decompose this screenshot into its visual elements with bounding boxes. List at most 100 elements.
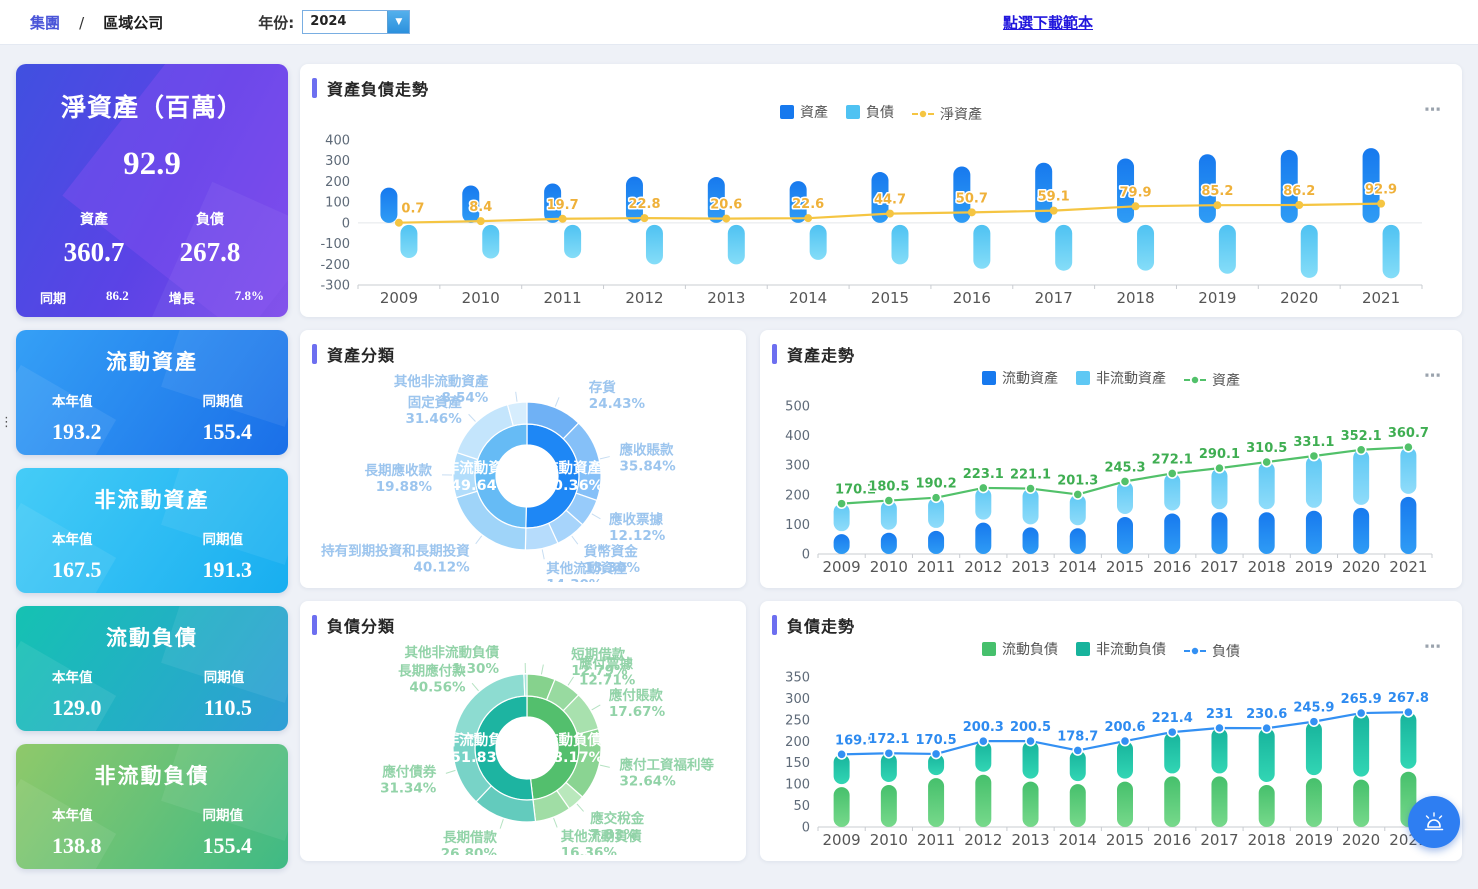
svg-text:170.2: 170.2	[835, 483, 876, 498]
bar-流動負債	[1305, 778, 1322, 827]
svg-text:2015: 2015	[1106, 558, 1144, 576]
title-accent-bar	[312, 78, 317, 98]
svg-text:2018: 2018	[1116, 289, 1154, 307]
svg-text:2015: 2015	[1106, 831, 1144, 849]
svg-text:2021: 2021	[1362, 289, 1400, 307]
year-select[interactable]: 2024 ▼	[302, 10, 411, 34]
svg-text:2016: 2016	[1153, 558, 1191, 576]
legend-swatch	[1076, 371, 1090, 385]
legend-swatch	[982, 642, 996, 656]
legend-item-流動資產[interactable]: 流動資產	[982, 368, 1058, 388]
more-menu-icon[interactable]: ⋯	[1424, 366, 1442, 386]
bar-流動負債	[1022, 781, 1039, 827]
svg-text:2018: 2018	[1248, 831, 1286, 849]
svg-text:14.30%: 14.30%	[546, 577, 603, 582]
asset-trend-chart: 500 400 300 200 100 0 2009 2010 2011 2012 2013 2014…	[785, 400, 1433, 576]
svg-text:59.1: 59.1	[1038, 190, 1070, 205]
legend-item-資產[interactable]: 資產	[1184, 370, 1240, 390]
bar-非流動資產	[1117, 481, 1133, 514]
bar-非流動資產	[833, 503, 850, 532]
legend-swatch	[1076, 642, 1090, 656]
legend-item-非流動資產[interactable]: 非流動資產	[1076, 368, 1166, 388]
svg-text:2020: 2020	[1342, 558, 1380, 576]
bar-資產	[871, 172, 889, 223]
resize-handle-dots[interactable]: ⋮	[0, 415, 13, 430]
svg-text:2014: 2014	[1059, 831, 1097, 849]
svg-text:360.7: 360.7	[1388, 426, 1429, 441]
svg-text:2011: 2011	[917, 558, 955, 576]
bar-流動資產	[1305, 510, 1322, 554]
legend-item-非流動負債[interactable]: 非流動負債	[1076, 639, 1166, 659]
net-assets-asset-col: 資產 360.7	[63, 213, 125, 267]
svg-text:50: 50	[793, 799, 810, 814]
svg-text:350: 350	[785, 671, 810, 686]
svg-text:存貨: 存貨	[589, 379, 616, 396]
svg-text:245.9: 245.9	[1293, 701, 1334, 716]
panel-title: 負債走勢	[787, 617, 856, 636]
svg-text:272.1: 272.1	[1152, 452, 1193, 467]
bar-series	[833, 712, 1417, 827]
title-accent-bar	[772, 344, 777, 364]
bar-流動資產	[928, 530, 945, 554]
svg-text:290.1: 290.1	[1199, 447, 1240, 462]
svg-text:100: 100	[785, 518, 810, 533]
svg-text:200.5: 200.5	[1010, 720, 1051, 735]
bar-流動負債	[975, 774, 992, 827]
legend-item-淨資產[interactable]: 淨資產	[912, 104, 982, 124]
svg-text:223.1: 223.1	[963, 467, 1004, 482]
bar-非流動負債	[1164, 732, 1181, 774]
legend-item-資產[interactable]: 資產	[780, 102, 828, 122]
more-menu-icon[interactable]: ⋯	[1424, 637, 1442, 657]
legend-item-流動負債[interactable]: 流動負債	[982, 639, 1058, 659]
svg-text:長期應收款: 長期應收款	[365, 462, 433, 479]
more-menu-icon[interactable]: ⋯	[1424, 100, 1442, 120]
alert-fab-button[interactable]	[1408, 796, 1460, 848]
svg-text:2014: 2014	[789, 289, 827, 307]
bar-負債	[1382, 224, 1400, 279]
legend-item-負債[interactable]: 負債	[846, 102, 894, 122]
asset-trend-panel: 資產走勢 流動資產 非流動資產 資產 ⋯ 500 400 300 200 100 0 2009 2…	[760, 330, 1462, 588]
legend-item-負債[interactable]: 負債	[1184, 641, 1240, 661]
legend-label: 資產	[800, 105, 828, 121]
bar-負債	[400, 224, 418, 258]
bar-負債	[1300, 224, 1318, 278]
svg-text:2010: 2010	[870, 558, 908, 576]
svg-text:24.43%: 24.43%	[589, 396, 646, 412]
bar-流動負債	[833, 787, 850, 827]
svg-text:2017: 2017	[1035, 289, 1073, 307]
download-template-link[interactable]: 點選下載範本	[1002, 13, 1093, 32]
bar-流動負債	[1069, 784, 1086, 827]
bar-負債	[564, 224, 582, 259]
net-assets-card: 淨資產（百萬） 92.9 資產 360.7 負債 267.8 同期 86.2 增…	[16, 64, 288, 317]
svg-text:1.30%: 1.30%	[452, 661, 499, 677]
svg-text:-200: -200	[320, 258, 350, 273]
bar-非流動負債	[1305, 721, 1322, 776]
svg-text:應付債券: 應付債券	[382, 763, 436, 780]
svg-text:2010: 2010	[870, 831, 908, 849]
chevron-down-icon[interactable]: ▼	[387, 11, 410, 33]
svg-text:267.8: 267.8	[1388, 691, 1429, 706]
svg-text:231: 231	[1206, 707, 1233, 722]
svg-text:200: 200	[325, 175, 350, 190]
bar-非流動資產	[928, 497, 945, 528]
bar-非流動負債	[1211, 728, 1228, 774]
svg-text:2012: 2012	[964, 831, 1002, 849]
svg-text:49.64%: 49.64%	[451, 478, 512, 494]
svg-text:應收票據: 應收票據	[609, 511, 663, 528]
bar-資產	[625, 176, 643, 223]
svg-text:7.83%: 7.83%	[590, 827, 637, 843]
bar-非流動負債	[880, 753, 897, 782]
legend-label: 資產	[1212, 373, 1240, 389]
legend-label: 負債	[1212, 644, 1240, 660]
svg-text:300: 300	[785, 692, 810, 707]
legend-label: 非流動資產	[1096, 371, 1166, 387]
bar-流動負債	[928, 778, 945, 827]
bar-負債	[1218, 224, 1236, 274]
svg-text:2013: 2013	[1011, 831, 1049, 849]
bar-非流動負債	[1400, 712, 1417, 769]
bar-負債	[809, 224, 827, 260]
breadcrumb-group-link[interactable]: 集團	[30, 13, 61, 32]
svg-text:2021: 2021	[1389, 558, 1427, 576]
